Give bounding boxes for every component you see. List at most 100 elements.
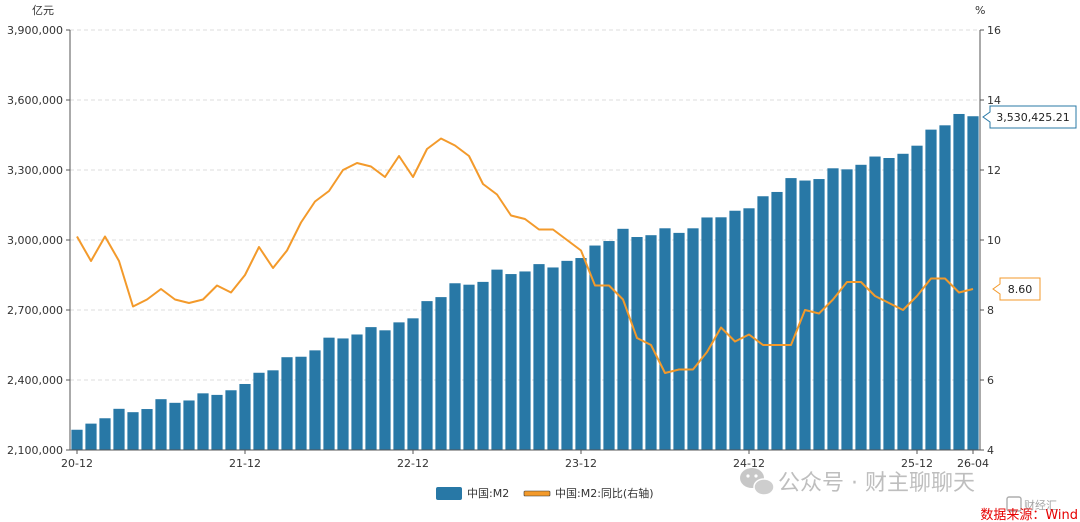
bar-24-04 (631, 237, 643, 450)
bar-22-06 (323, 337, 335, 450)
bar-21-03 (113, 408, 125, 450)
bar-24-02 (603, 241, 615, 450)
bar-22-05 (309, 350, 321, 450)
bar-22-03 (281, 357, 293, 450)
bar-22-07 (337, 338, 349, 450)
bar-23-12 (575, 258, 587, 450)
bar-24-09 (701, 217, 713, 450)
legend-bar-swatch (436, 487, 462, 500)
line-last-callout: 8.60 (992, 277, 1041, 301)
bar-22-04 (295, 356, 307, 450)
bar-24-12 (743, 208, 755, 450)
x-tick-label: 20-12 (61, 457, 93, 470)
wechat-icon (740, 468, 775, 496)
line-callout-box (992, 277, 1041, 301)
bar-23-07 (505, 274, 517, 450)
bar-23-05 (477, 281, 489, 450)
bar-23-09 (533, 264, 545, 450)
bar-25-03 (785, 178, 797, 450)
bar-24-06 (659, 228, 671, 450)
left-axis-unit: 亿元 (32, 4, 54, 17)
bar-22-08 (351, 334, 363, 450)
bar-25-08 (855, 164, 867, 450)
bar-21-12 (239, 383, 251, 450)
bar-25-12 (911, 145, 923, 451)
bar-21-05 (141, 409, 153, 450)
bar-26-02 (939, 125, 951, 451)
right-tick-label: 14 (987, 94, 1001, 107)
right-tick-label: 6 (987, 374, 994, 387)
bar-last-callout: 3,530,425.21 (982, 105, 1077, 129)
right-axis-unit: % (975, 4, 985, 17)
bar-21-08 (183, 400, 195, 450)
right-tick-label: 16 (987, 24, 1001, 37)
bar-26-03 (953, 113, 965, 450)
legend-line-swatch (523, 490, 551, 497)
right-tick-label: 12 (987, 164, 1001, 177)
x-tick-label: 21-12 (229, 457, 261, 470)
watermark-brand: 财经汇 (1024, 498, 1057, 512)
m2-yoy-line-group (76, 137, 974, 374)
bar-23-11 (561, 260, 573, 450)
bar-22-11 (393, 322, 405, 450)
bar-22-01 (253, 372, 265, 450)
source-note: 数据来源：Wind (980, 508, 1078, 522)
right-tick-label: 8 (987, 304, 994, 317)
m2-yoy-line (76, 137, 974, 374)
bar-25-04 (799, 180, 811, 450)
left-tick-label: 2,100,000 (7, 444, 63, 457)
bar-23-01 (421, 301, 433, 450)
bar-24-05 (645, 235, 657, 450)
bar-25-07 (841, 169, 853, 450)
bar-26-04 (967, 116, 979, 450)
left-tick-label: 3,000,000 (7, 234, 63, 247)
bar-23-04 (463, 284, 475, 450)
bar-26-01 (925, 129, 937, 450)
bar-21-04 (127, 412, 139, 450)
x-tick-label: 26-04 (957, 457, 989, 470)
bar-25-06 (827, 168, 839, 450)
legend: 中国:M2 中国:M2:同比(右轴) (436, 486, 653, 500)
watermark-account: 公众号 · 财主聊聊天 (778, 471, 975, 496)
bar-25-11 (897, 153, 909, 451)
bar-21-01 (85, 423, 97, 450)
watermark: 公众号 · 财主聊聊天 财经汇 (740, 468, 1057, 512)
bar-24-03 (617, 228, 629, 450)
bar-21-09 (197, 393, 209, 450)
bar-25-05 (813, 179, 825, 450)
bar-21-10 (211, 394, 223, 450)
m2-bars (71, 113, 979, 451)
bar-callout-box (982, 105, 1077, 129)
bar-22-12 (407, 318, 419, 450)
bar-25-01 (757, 196, 769, 450)
bar-24-07 (673, 232, 685, 450)
left-tick-label: 2,400,000 (7, 374, 63, 387)
legend-bar-label: 中国:M2 (467, 487, 509, 500)
bar-callout-text: 3,530,425.21 (996, 111, 1069, 124)
legend-line-label: 中国:M2:同比(右轴) (555, 486, 653, 500)
bar-21-07 (169, 402, 181, 450)
bar-24-01 (589, 245, 601, 450)
bar-24-08 (687, 228, 699, 450)
left-tick-label: 3,300,000 (7, 164, 63, 177)
bar-20-12 (71, 429, 83, 450)
bar-24-10 (715, 217, 727, 450)
bar-21-02 (99, 418, 111, 450)
bar-23-03 (449, 283, 461, 450)
bar-24-11 (729, 210, 741, 450)
x-tick-label: 25-12 (901, 457, 933, 470)
axis-ticks: 2,100,000 4 2,400,000 6 2,700,000 8 3,000,000 1… (7, 24, 1001, 470)
bar-22-02 (267, 370, 279, 450)
line-callout-text: 8.60 (1008, 283, 1033, 296)
right-tick-label: 10 (987, 234, 1001, 247)
bar-22-09 (365, 327, 377, 450)
x-tick-label: 22-12 (397, 457, 429, 470)
bar-21-06 (155, 399, 167, 450)
bar-23-10 (547, 267, 559, 450)
bar-25-02 (771, 191, 783, 450)
bar-22-10 (379, 330, 391, 450)
bar-23-06 (491, 269, 503, 450)
bar-21-11 (225, 390, 237, 450)
left-tick-label: 2,700,000 (7, 304, 63, 317)
